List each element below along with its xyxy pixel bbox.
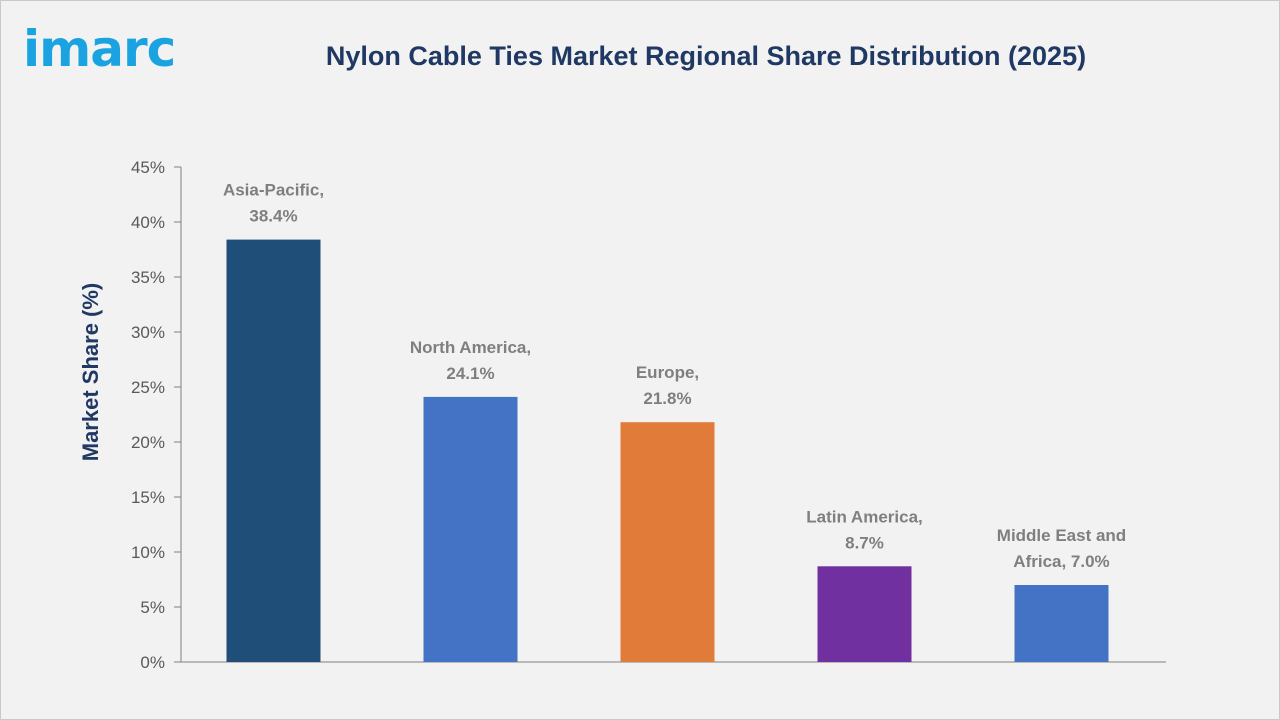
y-tick-label: 25%	[131, 378, 165, 397]
data-label: Asia-Pacific,	[223, 181, 324, 200]
y-tick-label: 45%	[131, 158, 165, 177]
y-tick-label: 40%	[131, 213, 165, 232]
imarc-logo: imarc	[23, 20, 203, 83]
y-tick-label: 30%	[131, 323, 165, 342]
bar-europe	[620, 422, 715, 662]
data-labels-group: Asia-Pacific, 38.4% North America, 24.1% Eur…	[223, 181, 1126, 571]
data-label: Middle East and	[997, 526, 1126, 545]
y-tick-label: 0%	[140, 653, 165, 672]
logo-text: imarc	[23, 20, 176, 78]
data-label: Europe,	[636, 363, 699, 382]
y-tick-label: 20%	[131, 433, 165, 452]
data-label: Latin America,	[806, 507, 923, 526]
y-tick-label: 10%	[131, 543, 165, 562]
y-tick-label: 5%	[140, 598, 165, 617]
y-tick-label: 35%	[131, 268, 165, 287]
y-axis: 0% 5% 10% 15% 20% 25% 30% 35% 40% 45%	[131, 158, 182, 672]
bar-north-america	[423, 396, 518, 662]
chart-title: Nylon Cable Ties Market Regional Share D…	[325, 41, 1087, 71]
data-label: 38.4%	[249, 207, 297, 226]
data-label: 24.1%	[446, 364, 494, 383]
bar-latin-america	[817, 566, 912, 662]
data-label: 21.8%	[643, 389, 691, 408]
data-label: 8.7%	[845, 533, 884, 552]
y-tick-label: 15%	[131, 488, 165, 507]
bars-group	[226, 239, 1109, 662]
data-label: Africa, 7.0%	[1013, 552, 1109, 571]
y-axis-title: Market Share (%)	[78, 283, 103, 462]
bar-asia-pacific	[226, 239, 321, 662]
data-label: North America,	[410, 338, 531, 357]
bar-middle-east-and-africa	[1014, 585, 1109, 662]
